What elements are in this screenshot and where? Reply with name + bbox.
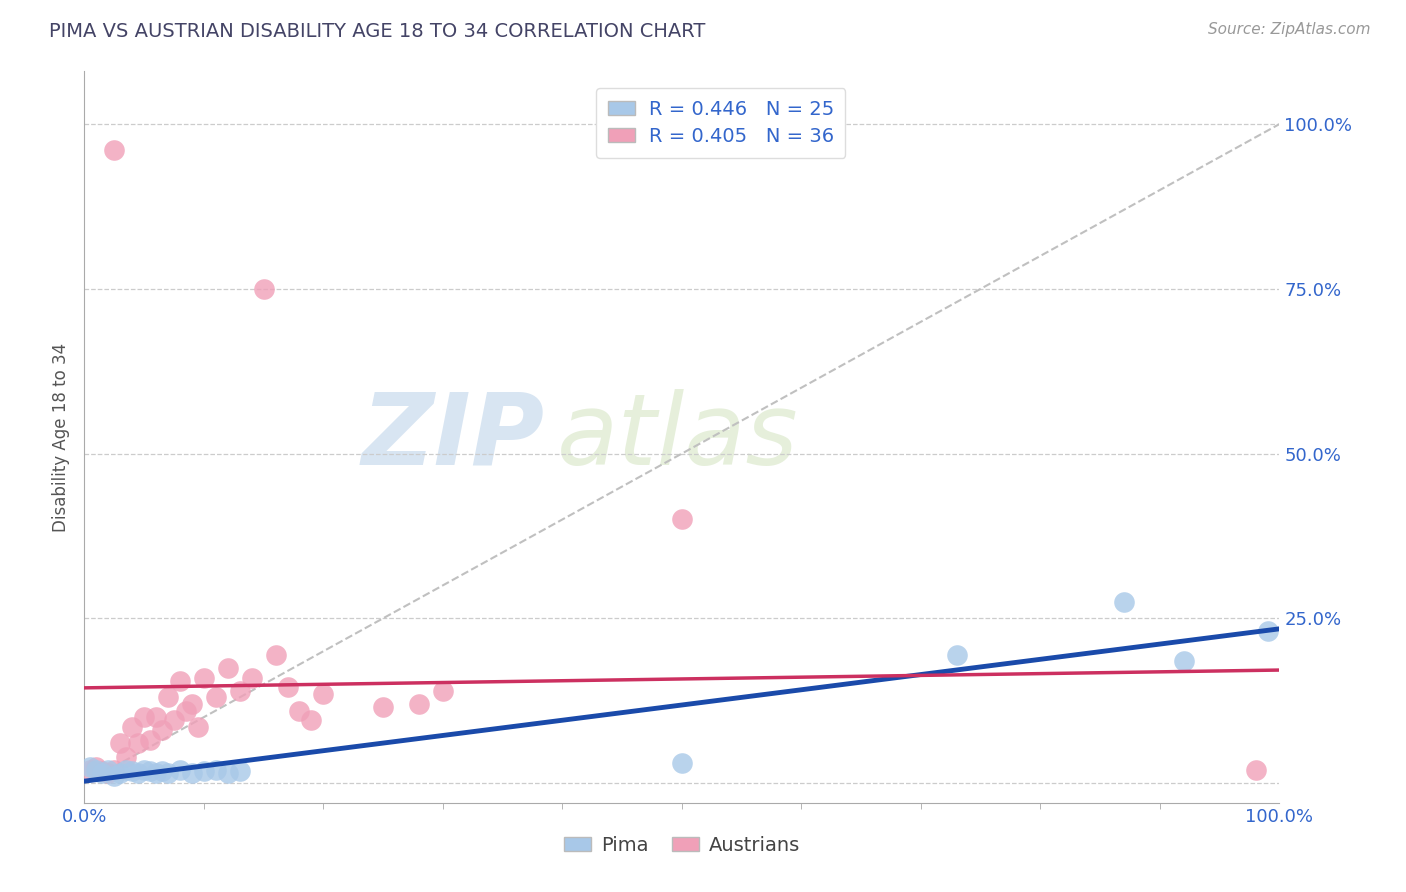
Point: [301, 714, 323, 728]
Point: [97, 766, 120, 780]
Point: [132, 763, 156, 777]
Point: [253, 282, 276, 296]
Point: [103, 144, 125, 158]
Point: [139, 764, 162, 779]
Point: [157, 766, 180, 780]
Text: PIMA VS AUSTRIAN DISABILITY AGE 18 TO 34 CORRELATION CHART: PIMA VS AUSTRIAN DISABILITY AGE 18 TO 34…: [49, 22, 706, 41]
Point: [79, 763, 101, 777]
Point: [187, 720, 209, 734]
Point: [174, 704, 197, 718]
Point: [217, 661, 239, 675]
Point: [127, 766, 149, 780]
Point: [150, 764, 173, 779]
Point: [115, 763, 138, 777]
Point: [229, 764, 252, 779]
Point: [312, 687, 335, 701]
Point: [264, 648, 287, 662]
Point: [1244, 763, 1267, 777]
Point: [181, 697, 204, 711]
Point: [217, 766, 239, 780]
Point: [127, 737, 149, 751]
Y-axis label: Disability Age 18 to 34: Disability Age 18 to 34: [52, 343, 70, 532]
Point: [157, 690, 180, 705]
Text: Source: ZipAtlas.com: Source: ZipAtlas.com: [1208, 22, 1371, 37]
Point: [1257, 624, 1279, 639]
Point: [193, 671, 215, 685]
Point: [1114, 595, 1136, 609]
Point: [86, 763, 108, 777]
Point: [121, 720, 143, 734]
Text: ZIP: ZIP: [361, 389, 544, 485]
Legend: Pima, Austrians: Pima, Austrians: [557, 828, 807, 863]
Point: [229, 683, 252, 698]
Point: [181, 766, 204, 780]
Point: [163, 714, 186, 728]
Point: [91, 764, 114, 779]
Point: [169, 673, 191, 688]
Point: [373, 700, 395, 714]
Point: [432, 683, 454, 698]
Point: [205, 690, 228, 705]
Point: [288, 704, 311, 718]
Point: [79, 759, 101, 773]
Point: [110, 737, 132, 751]
Point: [103, 763, 125, 777]
Point: [205, 763, 228, 777]
Point: [277, 681, 299, 695]
Point: [946, 648, 969, 662]
Point: [115, 749, 138, 764]
Point: [86, 759, 108, 773]
Point: [671, 512, 693, 526]
Point: [150, 723, 173, 738]
Point: [139, 733, 162, 747]
Point: [145, 710, 167, 724]
Point: [97, 763, 120, 777]
Point: [193, 764, 215, 779]
Point: [145, 766, 167, 780]
Point: [408, 697, 430, 711]
Point: [132, 710, 156, 724]
Point: [110, 766, 132, 780]
Point: [1173, 654, 1195, 668]
Point: [103, 769, 125, 783]
Point: [169, 763, 191, 777]
Point: [121, 764, 143, 779]
Point: [671, 756, 693, 771]
Text: atlas: atlas: [557, 389, 799, 485]
Point: [91, 766, 114, 780]
Point: [240, 671, 263, 685]
